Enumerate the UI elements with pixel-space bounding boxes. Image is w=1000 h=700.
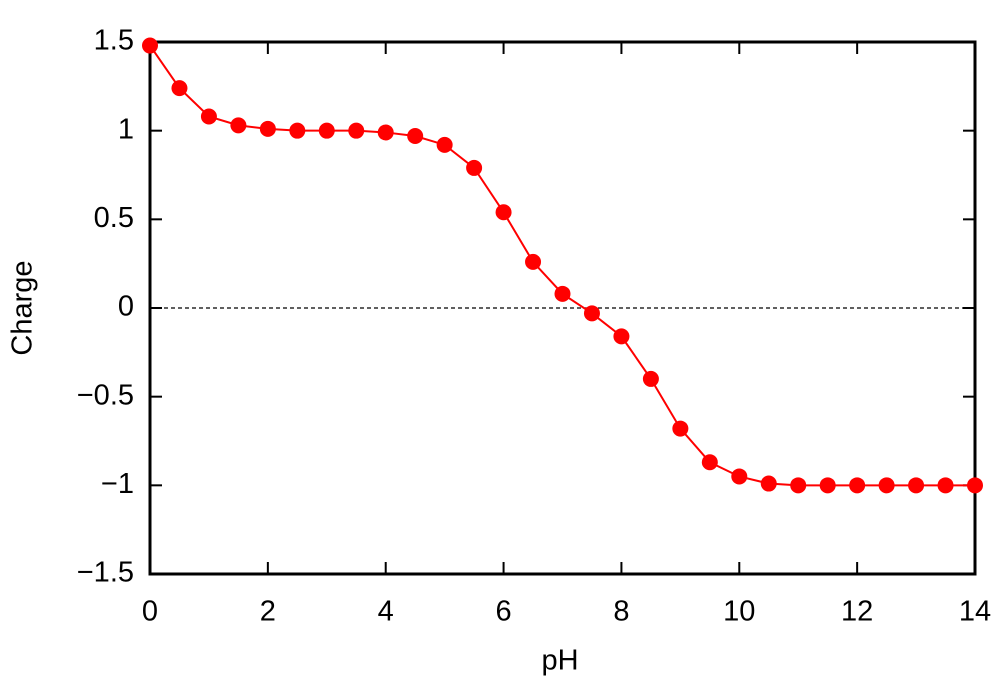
data-point (318, 122, 335, 139)
data-point (436, 136, 453, 153)
x-axis-label: pH (541, 645, 578, 677)
x-tick-label: 12 (841, 596, 873, 628)
data-point (937, 477, 954, 494)
x-tick-label: 10 (723, 596, 755, 628)
data-point (495, 204, 512, 221)
data-point (819, 477, 836, 494)
data-point (908, 477, 925, 494)
data-point (525, 253, 542, 270)
data-point (642, 370, 659, 387)
data-point (230, 117, 247, 134)
data-point (377, 124, 394, 141)
y-tick-label: −1.5 (77, 557, 134, 589)
data-point (672, 420, 689, 437)
data-point (701, 454, 718, 471)
x-tick-label: 8 (613, 596, 629, 628)
data-point (142, 37, 158, 54)
data-point (289, 122, 306, 139)
data-point (760, 475, 777, 492)
data-point (407, 127, 424, 144)
data-point (731, 468, 748, 485)
y-tick-label: 0 (118, 291, 134, 323)
data-point (200, 108, 217, 125)
data-point (613, 328, 630, 345)
data-point (583, 305, 600, 322)
data-point (466, 159, 483, 176)
data-point (878, 477, 895, 494)
x-tick-label: 14 (959, 596, 991, 628)
x-tick-label: 0 (142, 596, 158, 628)
y-axis-label: Charge (7, 260, 39, 355)
x-tick-label: 2 (260, 596, 276, 628)
data-point (348, 122, 365, 139)
data-point (967, 477, 983, 494)
data-point (554, 285, 571, 302)
plot-frame (148, 40, 977, 576)
y-tick-label: 1 (118, 113, 134, 145)
data-point (171, 80, 188, 97)
data-point (790, 477, 807, 494)
x-tick-label: 6 (496, 596, 512, 628)
data-point (259, 120, 276, 137)
data-line (149, 44, 975, 487)
x-tick-label: 4 (378, 596, 394, 628)
y-tick-label: 1.5 (94, 25, 134, 57)
y-tick-label: −0.5 (77, 379, 134, 411)
y-tick-label: 0.5 (94, 202, 134, 234)
data-point (849, 477, 866, 494)
y-tick-label: −1 (101, 468, 134, 500)
